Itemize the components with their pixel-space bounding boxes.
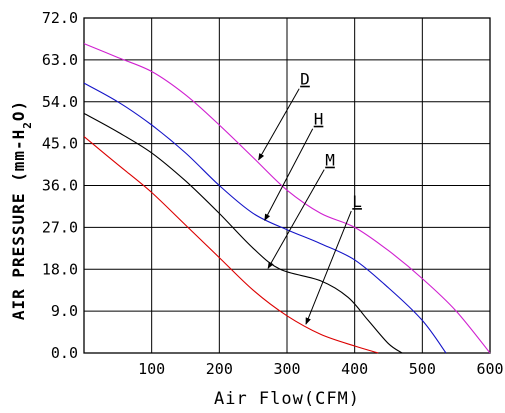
y-tick-label: 18.0 [42,260,78,278]
y-tick-label: 36.0 [42,177,78,195]
curve-label-m: M [325,151,335,170]
pointer-arrow-l [305,210,352,325]
pointer-arrow-d [258,88,300,161]
y-tick-label: 54.0 [42,93,78,111]
curve-label-l: L [352,192,362,211]
y-axis-label: AIR PRESSURE (mm-H2O) [9,100,34,320]
curve-l [83,136,379,354]
y-tick-label: 9.0 [51,302,78,320]
curve-m [83,112,403,354]
y-tick-label: 45.0 [42,135,78,153]
curve-label-d: D [300,70,310,89]
pointer-arrow-m [267,169,325,269]
x-tick-labels: 100 200 300 400 500 600 [138,360,503,378]
y-tick-label: 72.0 [42,9,78,27]
pointer-arrow-h [264,128,314,222]
curve-d [83,43,491,354]
x-axis-label: Air Flow(CFM) [214,389,360,409]
x-tick-label: 400 [341,360,368,378]
x-tick-label: 200 [206,360,233,378]
curve-pointers: D H M L [258,70,362,325]
y-axis-label-subscript: 2 [21,121,34,129]
y-tick-label: 63.0 [42,51,78,69]
x-tick-label: 100 [138,360,165,378]
y-axis-label-main: AIR PRESSURE (mm-H [9,129,28,320]
y-axis-label-end: O) [9,100,28,121]
curve-h [83,82,447,354]
x-tick-label: 500 [409,360,436,378]
x-tick-label: 600 [476,360,503,378]
y-tick-labels: 0.0 9.0 18.0 27.0 36.0 45.0 54.0 63.0 72.0 [42,9,78,362]
x-tick-label: 300 [273,360,300,378]
y-tick-label: 0.0 [51,344,78,362]
y-tick-label: 27.0 [42,218,78,236]
curve-label-h: H [314,110,324,129]
performance-curves [83,43,491,354]
grid-lines [83,17,491,354]
